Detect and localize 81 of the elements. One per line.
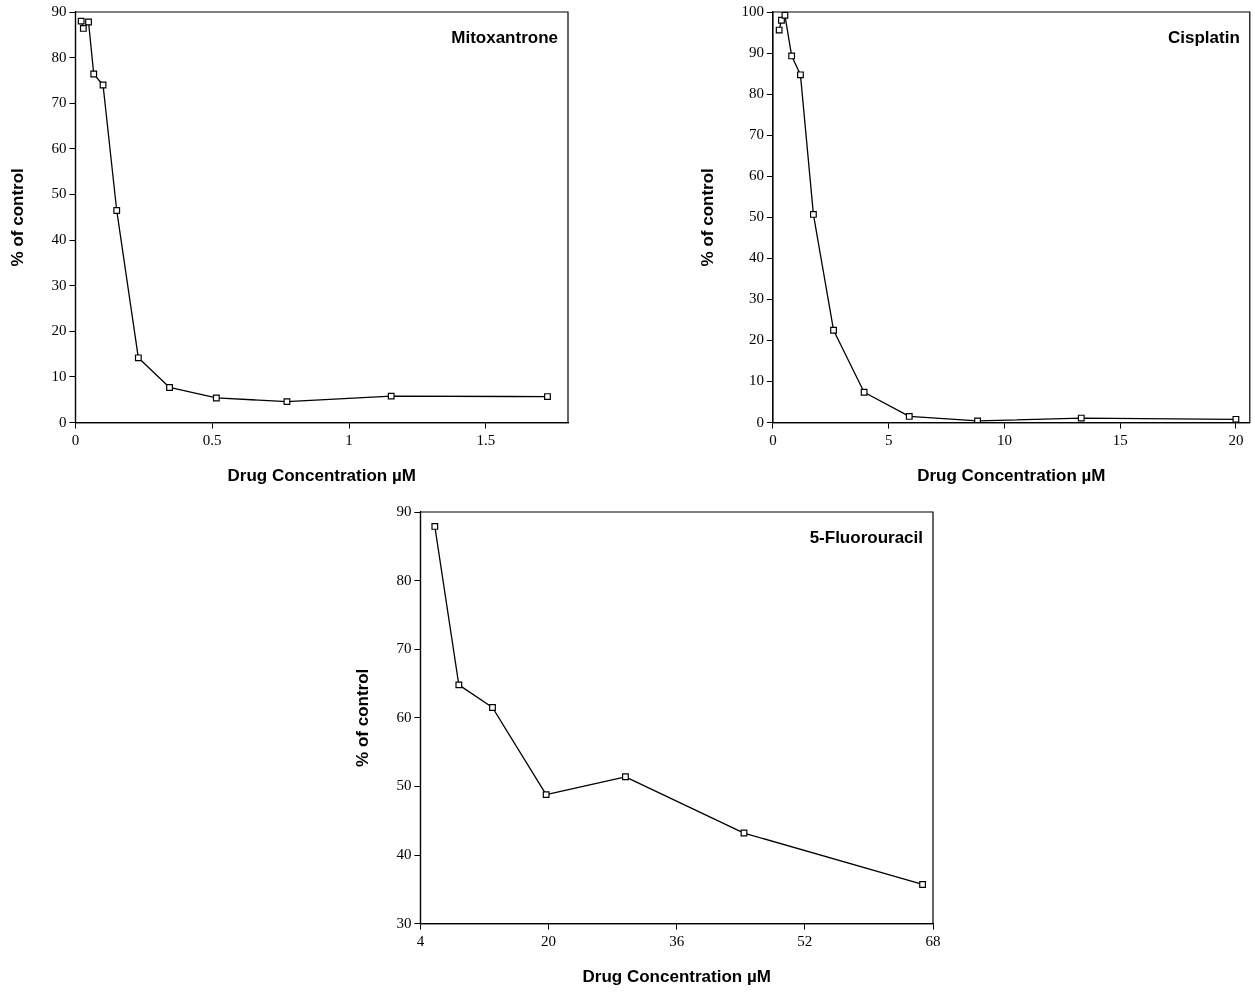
y-tick-label: 90 — [396, 502, 412, 519]
point — [622, 773, 629, 781]
point — [455, 681, 463, 689]
point — [77, 17, 85, 25]
x-axis-title: Drug Concentration µM — [917, 466, 1106, 486]
y-tick-label: 70 — [748, 126, 764, 143]
x-tick-label: 68 — [925, 932, 941, 949]
y-tick-label: 70 — [396, 640, 412, 657]
y-axis-title: % of control — [7, 168, 27, 267]
y-tick-label: 90 — [748, 44, 764, 60]
y-tick-label: 80 — [748, 85, 764, 102]
x-tick-label: 20 — [541, 932, 557, 949]
y-tick-label: 50 — [748, 208, 764, 225]
y-tick-label: 20 — [51, 322, 67, 339]
x-axis-title: Drug Concentration µM — [227, 466, 416, 486]
point — [85, 18, 92, 26]
y-tick-label: 50 — [396, 777, 412, 794]
y-tick-label: 60 — [748, 167, 764, 184]
point — [166, 384, 173, 391]
point — [489, 704, 496, 711]
text: Cisplatin — [1168, 28, 1240, 48]
x-tick-label: 4 — [416, 932, 425, 949]
point — [919, 881, 927, 888]
y-tick-label: 50 — [51, 185, 67, 202]
y-tick-label: 30 — [51, 276, 67, 293]
point — [542, 791, 550, 799]
y-tick-label: 60 — [51, 139, 67, 156]
y-tick-label: 40 — [396, 845, 412, 862]
y-axis-title: % of control — [697, 168, 717, 267]
point — [212, 394, 220, 402]
y-axis-title: % of control — [352, 668, 372, 767]
point — [809, 211, 817, 218]
y-tick-label: 20 — [748, 331, 764, 348]
point — [797, 71, 804, 79]
y-tick-label: 80 — [396, 571, 412, 588]
point — [79, 25, 87, 32]
text: Mitoxantrone — [451, 28, 558, 48]
point — [431, 522, 439, 530]
point — [788, 52, 796, 60]
point — [974, 417, 981, 423]
y-tick-label: 40 — [51, 231, 67, 248]
x-tick-label: 0.5 — [202, 431, 222, 448]
point — [387, 392, 395, 400]
point — [1077, 414, 1085, 422]
y-tick-label: 0 — [58, 413, 67, 430]
text: 5-Fluorouracil — [809, 528, 923, 548]
point — [99, 81, 107, 89]
y-tick-label: 40 — [748, 249, 764, 266]
y-tick-label: 70 — [51, 94, 67, 111]
y-tick-label: 30 — [748, 290, 764, 307]
y-tick-label: 10 — [748, 372, 764, 389]
y-tick-label: 100 — [741, 2, 764, 19]
point — [134, 354, 142, 362]
x-tick-label: 0 — [71, 431, 80, 448]
point — [544, 393, 551, 401]
x-tick-label: 15 — [1112, 431, 1128, 448]
y-tick-label: 60 — [396, 708, 412, 725]
point — [860, 388, 868, 396]
point — [283, 398, 291, 406]
point — [830, 326, 837, 334]
x-tick-label: 36 — [669, 932, 685, 949]
x-tick-label: 1.5 — [476, 431, 496, 448]
point — [1232, 415, 1240, 423]
point — [775, 26, 783, 34]
point — [781, 12, 789, 19]
x-axis-title: Drug Concentration µM — [582, 967, 771, 987]
x-tick-label: 20 — [1228, 431, 1244, 448]
y-tick-label: 10 — [51, 367, 67, 384]
y-tick-label: 0 — [756, 413, 764, 430]
y-tick-label: 30 — [396, 914, 412, 931]
point — [740, 829, 748, 837]
x-tick-label: 5 — [884, 431, 893, 448]
point — [905, 413, 913, 420]
point — [113, 207, 121, 214]
y-tick-label: 80 — [51, 48, 67, 65]
point — [90, 70, 98, 78]
x-tick-label: 52 — [797, 932, 813, 949]
x-tick-label: 10 — [996, 431, 1012, 448]
y-tick-label: 90 — [51, 2, 67, 19]
x-tick-label: 0 — [769, 431, 777, 448]
x-tick-label: 1 — [345, 431, 353, 448]
